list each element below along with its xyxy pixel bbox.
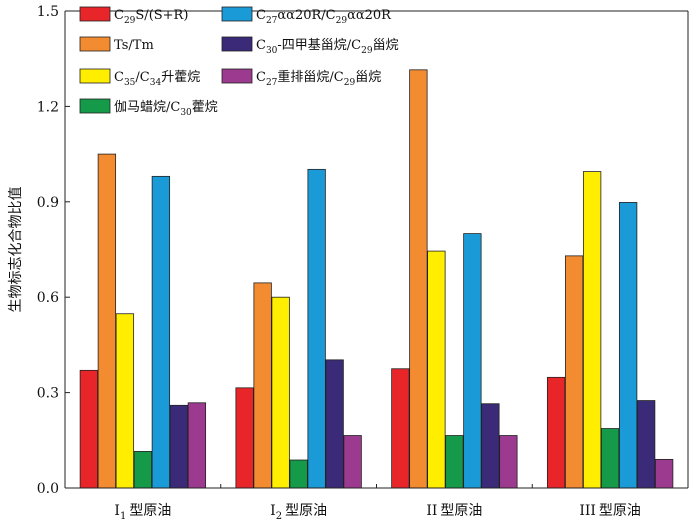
bar-series-1-cat-2 bbox=[409, 69, 428, 489]
bars-group bbox=[79, 69, 674, 489]
legend-swatch bbox=[221, 6, 253, 22]
bar-series-3-cat-0 bbox=[133, 451, 153, 489]
legend-label: Ts/Tm bbox=[114, 38, 154, 53]
legend-label: C29S/(S+R) bbox=[114, 8, 188, 26]
bar-series-1-cat-0 bbox=[97, 153, 117, 489]
legend-swatch bbox=[79, 98, 111, 114]
bar-series-4-cat-2 bbox=[463, 233, 482, 489]
y-tick-label: 1.5 bbox=[37, 4, 59, 20]
y-tick-label: 0.9 bbox=[37, 195, 59, 211]
bar-series-2-cat-2 bbox=[427, 250, 446, 489]
legend-swatch bbox=[79, 68, 111, 84]
bar-series-3-cat-1 bbox=[289, 459, 308, 489]
legend-swatch bbox=[221, 68, 253, 84]
x-category-label: III 型原油 bbox=[579, 503, 641, 519]
y-axis-title: 生物标志化合物比值 bbox=[8, 187, 24, 313]
legend-label: 伽马蜡烷/C30藿烷 bbox=[114, 100, 218, 118]
y-tick-label: 1.2 bbox=[37, 99, 59, 115]
bar-series-5-cat-1 bbox=[325, 359, 344, 489]
legend-swatch bbox=[221, 36, 253, 52]
bar-series-5-cat-2 bbox=[481, 403, 500, 489]
bar-series-3-cat-2 bbox=[445, 435, 464, 489]
bar-series-1-cat-1 bbox=[253, 282, 272, 489]
bar-series-0-cat-0 bbox=[79, 369, 99, 489]
bar-series-0-cat-2 bbox=[391, 368, 410, 489]
x-category-label: I1 型原油 bbox=[114, 503, 171, 522]
bar-series-6-cat-2 bbox=[499, 435, 518, 489]
bar-series-2-cat-1 bbox=[271, 296, 290, 489]
bar-series-0-cat-3 bbox=[546, 376, 566, 489]
bar-series-5-cat-3 bbox=[636, 400, 656, 489]
bar-series-6-cat-3 bbox=[654, 458, 674, 489]
bar-series-2-cat-3 bbox=[582, 171, 602, 489]
bar-series-1-cat-3 bbox=[564, 255, 584, 489]
legend-label: C27重排甾烷/C29甾烷 bbox=[256, 69, 381, 88]
legend-swatch bbox=[79, 6, 111, 22]
bar-series-4-cat-0 bbox=[151, 175, 171, 489]
y-tick-label: 0.0 bbox=[37, 481, 59, 497]
bar-series-4-cat-1 bbox=[307, 168, 326, 489]
legend-label: C35/C34升藿烷 bbox=[114, 70, 200, 88]
bar-series-2-cat-0 bbox=[115, 313, 135, 489]
legend-label: C30-四甲基甾烷/C29甾烷 bbox=[256, 38, 399, 56]
y-tick-label: 0.6 bbox=[37, 290, 59, 306]
bar-series-6-cat-0 bbox=[187, 402, 207, 489]
x-category-label: II 型原油 bbox=[426, 503, 482, 519]
legend-label: C27αα20R/C29αα20R bbox=[256, 8, 392, 26]
bar-series-5-cat-0 bbox=[169, 404, 189, 489]
bar-series-3-cat-3 bbox=[600, 428, 620, 489]
y-tick-label: 0.3 bbox=[37, 386, 59, 402]
bar-series-0-cat-1 bbox=[235, 387, 254, 489]
bar-series-6-cat-1 bbox=[343, 435, 362, 489]
axes-group: 0.0 0.3 0.6 0.9 1.2 1.5 I1 型原油 I2 型原油 II 型原油 III 型原油 bbox=[37, 4, 689, 522]
bar-series-4-cat-3 bbox=[618, 202, 638, 489]
legend-swatch bbox=[79, 36, 111, 52]
x-category-label: I2 型原油 bbox=[270, 503, 327, 522]
